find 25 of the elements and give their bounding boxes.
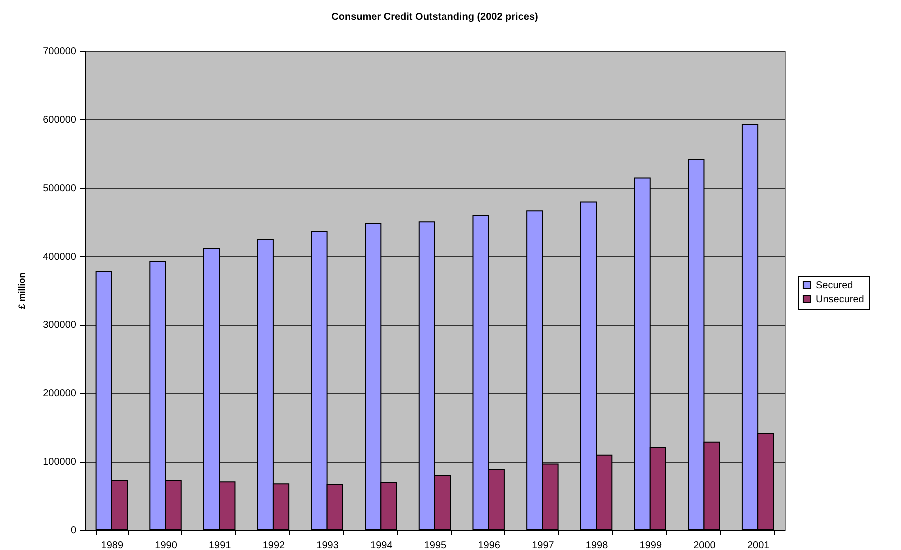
- legend-label: Secured: [816, 280, 854, 292]
- y-tick-label: 600000: [43, 114, 77, 126]
- x-tick-label: 1992: [262, 540, 286, 550]
- legend-label: Unsecured: [816, 294, 864, 306]
- chart-title: Consumer Credit Outstanding (2002 prices): [332, 12, 538, 23]
- y-axis-title: £ million: [17, 272, 28, 310]
- y-tick-label: 500000: [43, 183, 77, 194]
- y-tick-label: 0: [70, 526, 77, 536]
- x-tick-label: 2001: [747, 540, 770, 550]
- y-tick-label: 200000: [43, 388, 77, 400]
- x-tick-label: 1995: [424, 540, 448, 550]
- x-tick-label: 1997: [532, 540, 555, 550]
- y-tick-label: 400000: [43, 252, 77, 263]
- x-tick-label: 1996: [478, 540, 501, 550]
- x-tick-label: 1999: [640, 540, 662, 550]
- x-tick-label: 1993: [316, 540, 340, 550]
- y-tick-label: 300000: [43, 320, 77, 332]
- y-tick-label: 100000: [43, 457, 77, 468]
- x-tick-label: 1994: [370, 540, 394, 550]
- x-tick-label: 1990: [155, 540, 178, 550]
- x-tick-label: 1989: [101, 540, 124, 550]
- x-tick-label: 2000: [694, 540, 716, 550]
- y-tick-label: 700000: [43, 46, 77, 58]
- x-tick-label: 1998: [586, 540, 609, 550]
- x-tick-label: 1991: [208, 540, 232, 550]
